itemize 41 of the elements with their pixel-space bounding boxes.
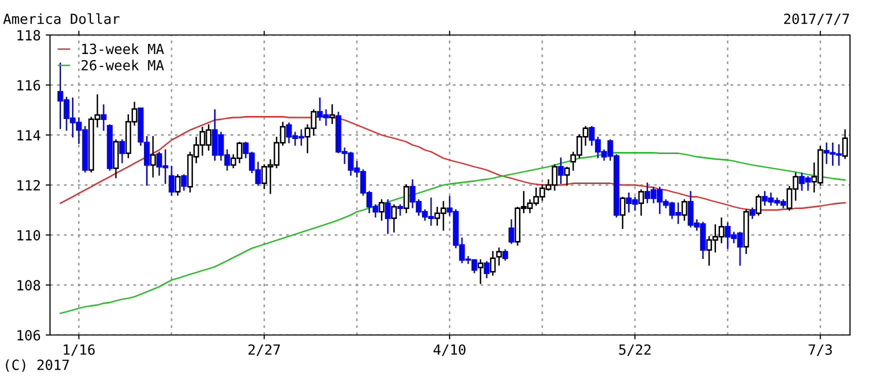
- chart-title: America Dollar: [3, 13, 120, 24]
- candlestick: [620, 196, 626, 229]
- x-tick-label: 2/27: [248, 344, 280, 356]
- candlestick: [397, 204, 404, 216]
- x-tick-label: 1/16: [64, 344, 95, 356]
- candlestick: [391, 204, 397, 232]
- candlestick: [150, 136, 156, 178]
- candlestick: [478, 259, 484, 284]
- x-tick-label: 5/22: [619, 344, 651, 356]
- legend-label: 13-week MA: [82, 43, 164, 54]
- y-tick-label: 108: [18, 280, 40, 291]
- text: (C) 2017: [6, 359, 69, 372]
- y-tick-label: 110: [18, 230, 40, 241]
- x-tick-label: 4/10: [434, 344, 466, 356]
- candlestick: [174, 174, 181, 196]
- candlestick: [502, 249, 508, 261]
- candlestick: [100, 104, 106, 131]
- candlestick: [484, 261, 490, 278]
- candlestick: [508, 219, 514, 244]
- y-tick-label: 116: [18, 80, 40, 91]
- candlestick: [119, 139, 125, 164]
- candlestick: [181, 174, 187, 191]
- candlestick: [564, 166, 570, 186]
- y-tick-label: 106: [18, 330, 40, 341]
- candlestick: [756, 194, 762, 216]
- candlestick: [638, 189, 644, 216]
- candlestick: [329, 104, 336, 124]
- candlestick: [750, 208, 756, 219]
- candlestick: [490, 251, 496, 276]
- candlestick: [496, 248, 502, 266]
- chart-subtitle: 2017/7/7: [784, 14, 849, 26]
- candlestick: [384, 199, 391, 234]
- candlestick: [682, 199, 688, 221]
- y-tick-label: 112: [18, 180, 40, 190]
- legend-label: 26-week MA: [82, 60, 164, 70]
- candlestick: [378, 199, 384, 221]
- y-tick-label: 114: [18, 130, 40, 140]
- candlestick: [558, 158, 564, 184]
- candlestick: [403, 184, 410, 214]
- y-tick-label: 118: [18, 30, 40, 41]
- x-tick-label: 7/3: [808, 344, 832, 356]
